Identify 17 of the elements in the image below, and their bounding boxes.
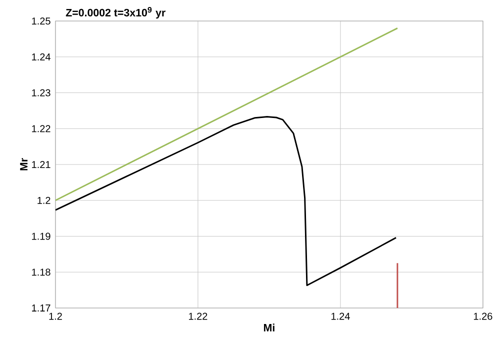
x-tick-label: 1.2 bbox=[49, 312, 62, 320]
y-tick-label: 1.2 bbox=[38, 196, 50, 204]
y-tick-label: 1.25 bbox=[32, 17, 50, 25]
x-axis-title: Mi bbox=[264, 324, 274, 332]
chart-title: Z=0.0002 t=3x10$^{9}$ yr bbox=[66, 6, 166, 19]
y-tick-label: 1.22 bbox=[32, 125, 50, 132]
y-tick-label: 1.23 bbox=[32, 89, 50, 96]
x-tick-label: 1.24 bbox=[331, 312, 350, 320]
y-tick-label: 1.18 bbox=[32, 268, 50, 276]
y-axis-title: Mr bbox=[20, 158, 28, 170]
y-tick-label: 1.24 bbox=[32, 53, 50, 60]
y-tick-label: 1.21 bbox=[32, 161, 50, 168]
y-tick-label: 1.17 bbox=[32, 304, 50, 312]
x-tick-label: 1.26 bbox=[474, 312, 492, 320]
y-tick-label: 1.19 bbox=[32, 232, 50, 240]
x-tick-label: 1.22 bbox=[188, 312, 208, 320]
line-series bbox=[55, 116, 397, 286]
